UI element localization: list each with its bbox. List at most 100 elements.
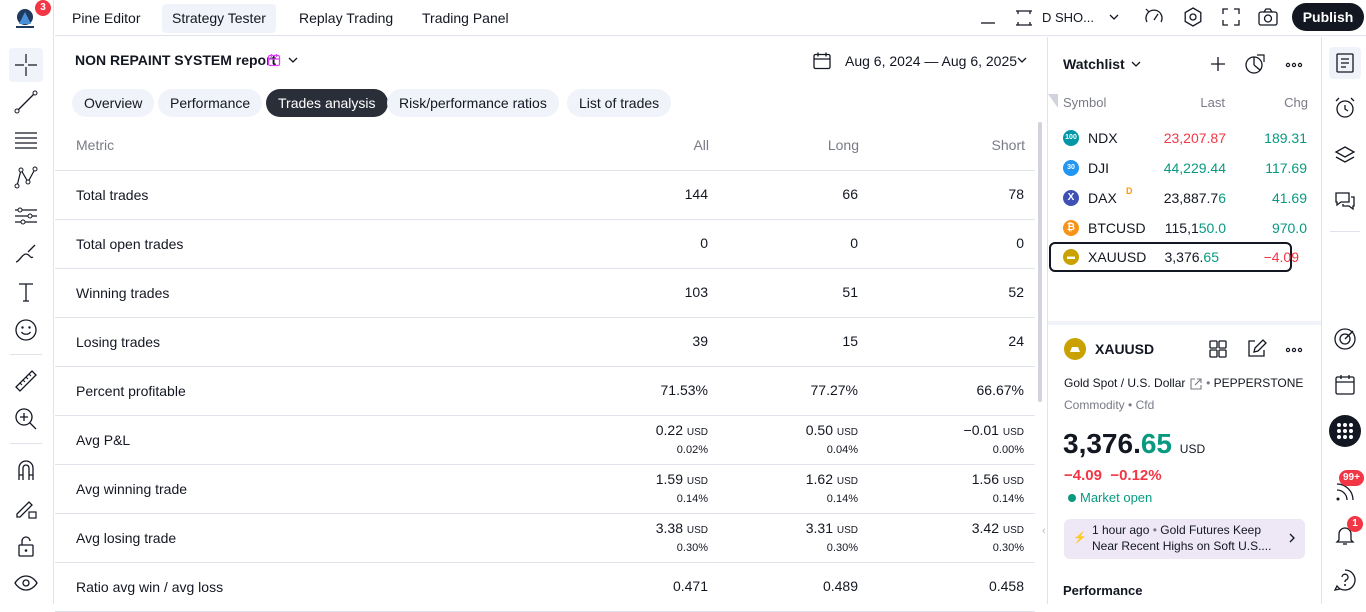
screenshot-button[interactable]	[1257, 6, 1279, 28]
watchlist-row-dji[interactable]: 30 DJI 44,229.44 117.69	[1058, 153, 1320, 183]
long-value: 0	[765, 235, 858, 251]
metric-label: Total open trades	[76, 236, 184, 252]
advanced-view-button[interactable]	[1244, 53, 1266, 75]
hide-drawings-tool[interactable]	[9, 566, 43, 600]
short-percent: 0.14%	[992, 493, 1024, 505]
details-symbol[interactable]: XAUUSD	[1095, 341, 1155, 357]
watchlist-row-btcusd[interactable]: ₿ BTCUSD 115,150.0 970.0	[1058, 213, 1320, 243]
all-percent: 0.14%	[676, 493, 708, 505]
symbol-dropdown[interactable]	[1107, 10, 1121, 24]
report-calendar-button[interactable]	[267, 53, 281, 67]
emoji-tool[interactable]	[9, 313, 43, 347]
pencil-lock-icon	[16, 501, 37, 519]
tab-trading-panel[interactable]: Trading Panel	[422, 10, 509, 26]
speed-button[interactable]	[1143, 6, 1165, 28]
all-value: 1.59 USD	[615, 471, 708, 487]
pattern-icon	[14, 166, 38, 189]
panel-splitter[interactable]	[1048, 321, 1321, 325]
watchlist-sidebar-button[interactable]	[1329, 47, 1361, 79]
alerts-sidebar-button[interactable]	[1329, 92, 1361, 124]
tab-performance[interactable]: Performance	[158, 89, 263, 117]
value-number: −0.01	[963, 422, 999, 438]
report-menu-dropdown[interactable]	[287, 54, 299, 66]
column-header-symbol[interactable]: Symbol	[1063, 95, 1107, 110]
details-note-button[interactable]	[1245, 338, 1267, 360]
products-button[interactable]	[1329, 415, 1361, 447]
brush-tool[interactable]	[9, 237, 43, 271]
object-tree-button[interactable]	[1329, 139, 1361, 171]
column-header-last[interactable]: Last	[1200, 95, 1225, 110]
last-price-tick: 50.0	[1198, 220, 1226, 236]
date-range-dropdown[interactable]	[1016, 54, 1028, 66]
ndx-symbol-icon: 100	[1063, 130, 1079, 146]
watchlist-dropdown[interactable]	[1130, 58, 1142, 70]
ruler-icon	[15, 370, 37, 392]
minimize-button[interactable]	[978, 8, 998, 28]
trend-line-tool[interactable]	[9, 85, 43, 119]
date-range[interactable]: Aug 6, 2024 — Aug 6, 2025	[845, 53, 1018, 69]
last-price-tick: 65	[1203, 249, 1219, 265]
gauge-icon	[1145, 8, 1163, 23]
ideas-stream-button[interactable]	[1329, 476, 1361, 508]
lock-drawings-tool[interactable]	[9, 529, 43, 563]
watchlist-title[interactable]: Watchlist	[1063, 56, 1125, 72]
value-unit: USD	[686, 525, 708, 536]
news-headline-card[interactable]: ⚡ 1 hour ago • Gold Futures Keep Near Re…	[1064, 519, 1305, 559]
publish-button[interactable]: Publish	[1292, 3, 1364, 31]
text-tool[interactable]	[9, 275, 43, 309]
hotlists-button[interactable]	[1329, 323, 1361, 355]
value-number: 0.458	[988, 578, 1024, 594]
dax-symbol-icon: X	[1063, 190, 1079, 206]
pattern-tool[interactable]	[9, 161, 43, 195]
help-button[interactable]	[1329, 564, 1361, 596]
tab-overview[interactable]: Overview	[72, 89, 155, 117]
all-percent: 0.30%	[676, 542, 708, 554]
value-number: 1.59	[655, 471, 683, 487]
metric-label: Avg P&L	[76, 432, 131, 448]
report-scrollbar[interactable]	[1038, 122, 1042, 402]
date-range-calendar[interactable]	[812, 51, 832, 71]
chats-button[interactable]	[1329, 185, 1361, 217]
tab-strategy-tester[interactable]: Strategy Tester	[162, 4, 276, 33]
app-logo[interactable]: 3	[13, 0, 51, 30]
watchlist-row-dax[interactable]: X DAX D 23,887.76 41.69	[1058, 183, 1320, 213]
details-price: 3,376.65 USD	[1063, 428, 1205, 460]
more-horizontal-icon	[1285, 347, 1303, 353]
fullscreen-button[interactable]	[1220, 6, 1242, 28]
details-layout-button[interactable]	[1207, 338, 1229, 360]
fib-tool[interactable]	[9, 123, 43, 157]
collapse-handle[interactable]: ‹	[1042, 525, 1046, 537]
tab-trades-analysis[interactable]: Trades analysis	[266, 89, 388, 117]
tab-list-of-trades[interactable]: List of trades	[567, 89, 672, 117]
value-number: 78	[1008, 186, 1024, 202]
settings-button[interactable]	[1182, 6, 1204, 28]
tab-replay-trading[interactable]: Replay Trading	[299, 10, 394, 26]
all-value: 0.22 USD	[615, 422, 708, 438]
maximize-button[interactable]	[1013, 7, 1035, 29]
table-row: Avg P&L 0.22 USD 0.02% 0.50 USD 0.04% −0.01 U…	[55, 416, 1035, 465]
symbol-label[interactable]: D SHO...	[1042, 10, 1095, 25]
bottom-panel-tabs-bar: Pine Editor Strategy Tester Replay Tradi…	[55, 0, 1366, 36]
tab-risk-performance-ratios[interactable]: Risk/performance ratios	[387, 89, 559, 117]
measure-tool[interactable]	[9, 364, 43, 398]
forecast-tool[interactable]	[9, 199, 43, 233]
zoom-tool[interactable]	[9, 402, 43, 436]
watchlist-row-ndx[interactable]: 100 NDX 23,207.87 189.31	[1058, 123, 1320, 153]
crosshair-tool[interactable]	[9, 48, 43, 82]
status-dot-icon	[1068, 494, 1076, 502]
watchlist-row-xauusd-selected[interactable]: ▬ XAUUSD 3,376.65 −4.09	[1049, 242, 1299, 272]
draw-mode-tool[interactable]	[9, 491, 43, 525]
exchange-name[interactable]: PEPPERSTONE	[1213, 376, 1304, 390]
calendar-button[interactable]	[1329, 369, 1361, 401]
column-resize-handle[interactable]	[1048, 94, 1058, 108]
column-header-chg[interactable]: Chg	[1284, 95, 1308, 110]
tab-pine-editor[interactable]: Pine Editor	[72, 10, 141, 26]
external-link-icon[interactable]	[1189, 377, 1203, 391]
value-unit: USD	[836, 525, 858, 536]
symbol-name: XAUUSD	[1088, 249, 1147, 265]
rss-feed-icon	[1336, 483, 1354, 501]
magnet-tool[interactable]	[9, 453, 43, 487]
watchlist-more-button[interactable]	[1284, 55, 1304, 75]
details-more-button[interactable]	[1284, 340, 1304, 360]
add-symbol-button[interactable]	[1208, 54, 1228, 74]
